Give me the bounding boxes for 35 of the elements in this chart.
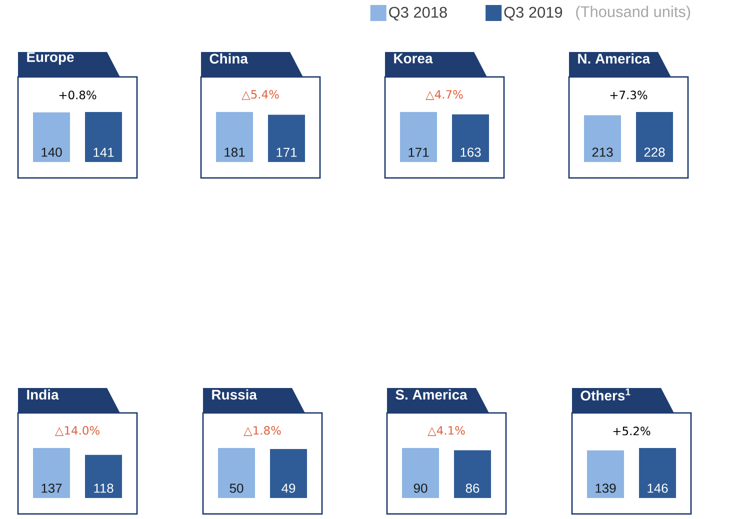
data-label: 171 xyxy=(276,148,297,157)
data-label: 146 xyxy=(648,484,668,493)
chart-title: Others$^{1}$ xyxy=(580,388,630,401)
chart-title: Europe xyxy=(27,52,74,65)
data-label: 90 xyxy=(414,484,428,493)
data-label: 118 xyxy=(94,484,114,493)
chart-title: China xyxy=(210,53,248,64)
chart-subtitle: △4.7% xyxy=(426,90,463,100)
legend-label: Q3 2018 xyxy=(389,6,447,21)
data-label: 228 xyxy=(644,148,665,157)
data-label: 181 xyxy=(224,148,245,157)
chart-subtitle: +0.8% xyxy=(59,90,96,100)
chart-subtitle: △4.1% xyxy=(428,426,465,436)
legend-label: Q3 2019 xyxy=(504,6,562,21)
data-label: 141 xyxy=(94,148,114,157)
chart-title: Russia xyxy=(212,389,258,400)
data-label: 49 xyxy=(282,484,296,493)
chart-subtitle: +7.3% xyxy=(610,90,648,100)
data-label: 137 xyxy=(42,484,62,493)
chart-title: N. America xyxy=(578,53,650,64)
chart-title: India xyxy=(27,389,59,400)
chart-subtitle: △5.4% xyxy=(242,90,279,100)
data-label: 140 xyxy=(42,148,62,157)
data-label: 50 xyxy=(230,484,244,493)
chart-subtitle: △14.0% xyxy=(54,426,100,436)
data-label: 171 xyxy=(408,148,429,157)
chart-title: S. America xyxy=(396,389,468,400)
chart-subtitle: △1.8% xyxy=(244,426,281,436)
data-label: 213 xyxy=(592,148,613,157)
data-label: 86 xyxy=(466,484,480,493)
data-label: 139 xyxy=(596,484,616,493)
data-label: 163 xyxy=(460,148,481,157)
text: (Thousand units) xyxy=(576,6,690,20)
chart-subtitle: +5.2% xyxy=(613,426,650,436)
chart-title: Korea xyxy=(394,54,433,64)
